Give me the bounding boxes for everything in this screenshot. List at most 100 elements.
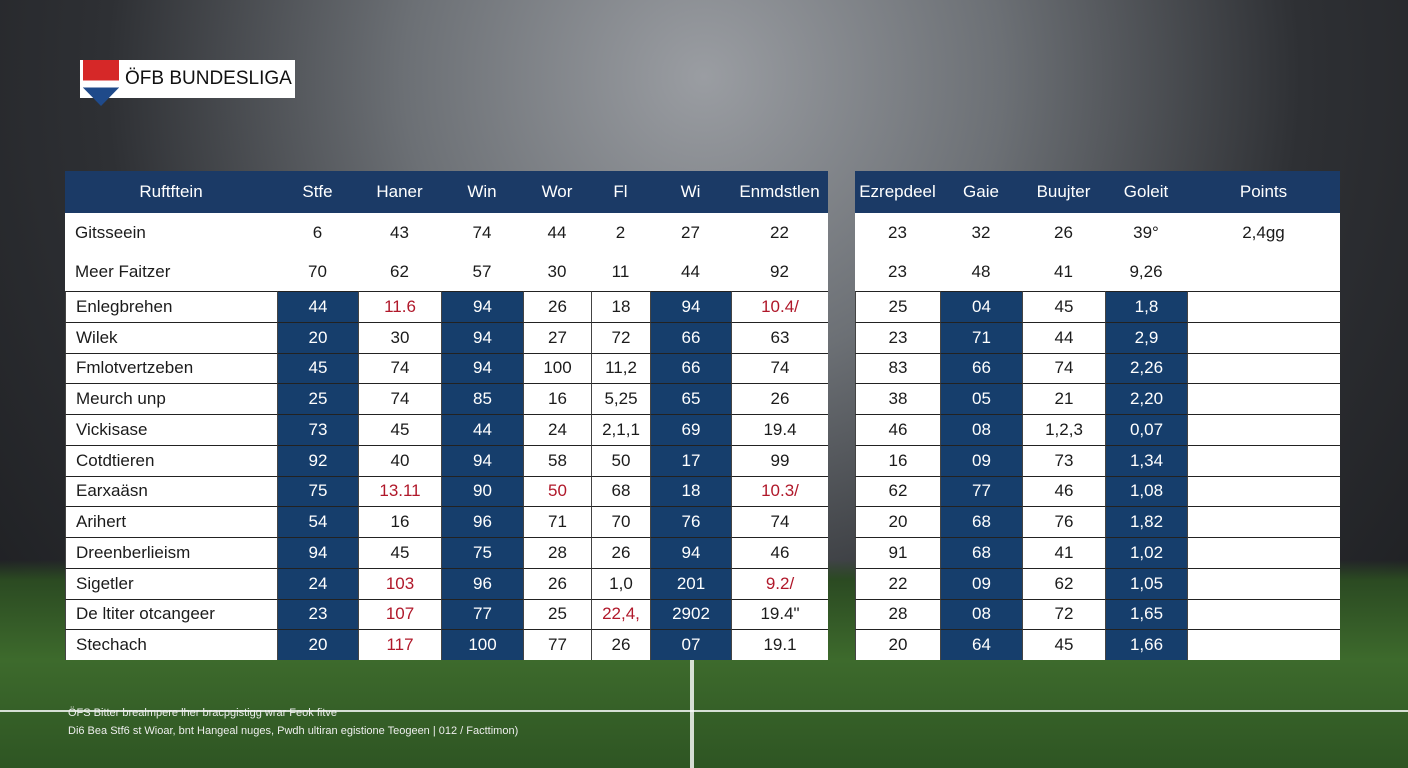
table-cell: 72 [1022,598,1105,630]
empty-cell [1187,352,1340,384]
table-cell: 41 [1022,537,1105,568]
table-cell: 2,20 [1105,383,1187,414]
empty-cell [1187,253,1340,291]
table-cell: 92 [277,444,358,476]
table-cell: 2 [615,223,626,242]
table-cell: 94 [650,291,731,322]
logo: ÖFB BUNDESLIGA [80,60,295,106]
table-cell: 1,34 [1105,444,1187,476]
table-cell: 30 [358,321,441,353]
table-cell: 64 [940,629,1022,660]
table-cell: 62 [855,475,940,507]
table-cell: 20 [277,629,358,660]
table-cell: 19.4" [731,598,828,630]
table-cell: 11.6 [358,291,441,322]
table-cell: 05 [940,383,1022,414]
table-cell: 19.4 [731,414,828,445]
table-cell: 69 [650,414,731,445]
table-cell: 94 [650,537,731,568]
table-cell: 72 [591,321,650,353]
table-cell: 1,08 [1105,475,1187,507]
table-cell: 26 [591,537,650,568]
table-cell: 2,1,1 [591,414,650,445]
table-cell: 103 [358,567,441,599]
table-cell: Dreenberlieism [65,537,277,568]
table-cell: 75 [277,475,358,507]
table-cell: 28 [523,537,591,568]
table-cell: Wilek [65,321,277,353]
empty-cell [1187,537,1340,568]
table-cell: 09 [940,567,1022,599]
table-cell: 45 [1022,291,1105,322]
empty-cell [1187,444,1340,476]
table-cell: 40 [358,444,441,476]
table-cell: 92 [770,262,789,281]
table-cell: 54 [277,506,358,537]
table-cell: 85 [441,383,523,414]
table-cell: 21 [1022,383,1105,414]
table-cell: 10.3/ [731,475,828,507]
table-cell: Fmlotvertzeben [65,352,277,384]
table-cell: 2,9 [1105,321,1187,353]
table-cell: Stechach [65,629,277,660]
table-cell: 107 [358,598,441,630]
table-cell: 74 [472,223,492,242]
table-cell: 74 [358,352,441,384]
table-cell: 46 [731,537,828,568]
empty-cell [1187,291,1340,322]
table-cell: Gitsseein [75,223,146,242]
logo-shield [83,60,119,106]
table-cell: 43 [390,223,409,242]
logo-text: ÖFB BUNDESLIGA [125,68,292,89]
table-cell: 50 [523,475,591,507]
table-cell: 11,2 [591,352,650,384]
column-header: Goleit [1105,171,1187,213]
empty-cell [1187,321,1340,353]
table-cell: 25 [277,383,358,414]
table-cell: 74 [731,352,828,384]
table-cell: 74 [731,506,828,537]
table-cell: 38 [855,383,940,414]
table-cell: 30 [547,262,567,281]
table-cell: 23 [277,598,358,630]
table-cell: 48 [971,262,991,281]
table-cell: 100 [441,629,523,660]
table-cell: 74 [358,383,441,414]
table-cell: 1,82 [1105,506,1187,537]
table-cell: 11 [611,262,630,281]
table-cell: De ltiter otcangeer [65,598,277,630]
column-header: Points [1187,171,1340,213]
table-cell: 45 [1022,629,1105,660]
table-cell: 75 [441,537,523,568]
table-cell: 20 [855,506,940,537]
table-cell: 44 [277,291,358,322]
column-header: Wi [650,171,731,213]
table-cell: 17 [650,444,731,476]
table-cell: 77 [441,598,523,630]
footer-line: ÖFS Bitter brealmpere lher bracpgistigg … [68,707,337,719]
table-cell: 9,26 [1129,262,1163,281]
table-cell: 1,2,3 [1022,414,1105,445]
empty-cell [1187,506,1340,537]
table-cell: 201 [650,567,731,599]
pitch-line [690,660,694,768]
table-cell: 46 [855,414,940,445]
table-cell: 25 [523,598,591,630]
table-cell: 94 [441,291,523,322]
footer-line: Di6 Bea Stf6 st Wioar, bnt Hangeal nuges… [68,725,519,737]
table-cell: 27 [681,223,700,242]
table-cell: 45 [358,537,441,568]
table-cell: 16 [855,444,940,476]
table-cell: 1,02 [1105,537,1187,568]
column-header: Win [441,171,523,213]
table-cell: 19.1 [731,629,828,660]
table-cell: 25 [855,291,940,322]
table-cell: 1,8 [1105,291,1187,322]
table-cell: 23 [888,223,907,242]
column-header: Gaie [940,171,1022,213]
table-cell: 6 [312,223,323,242]
table-cell: 70 [308,262,327,281]
table-cell: 96 [441,567,523,599]
